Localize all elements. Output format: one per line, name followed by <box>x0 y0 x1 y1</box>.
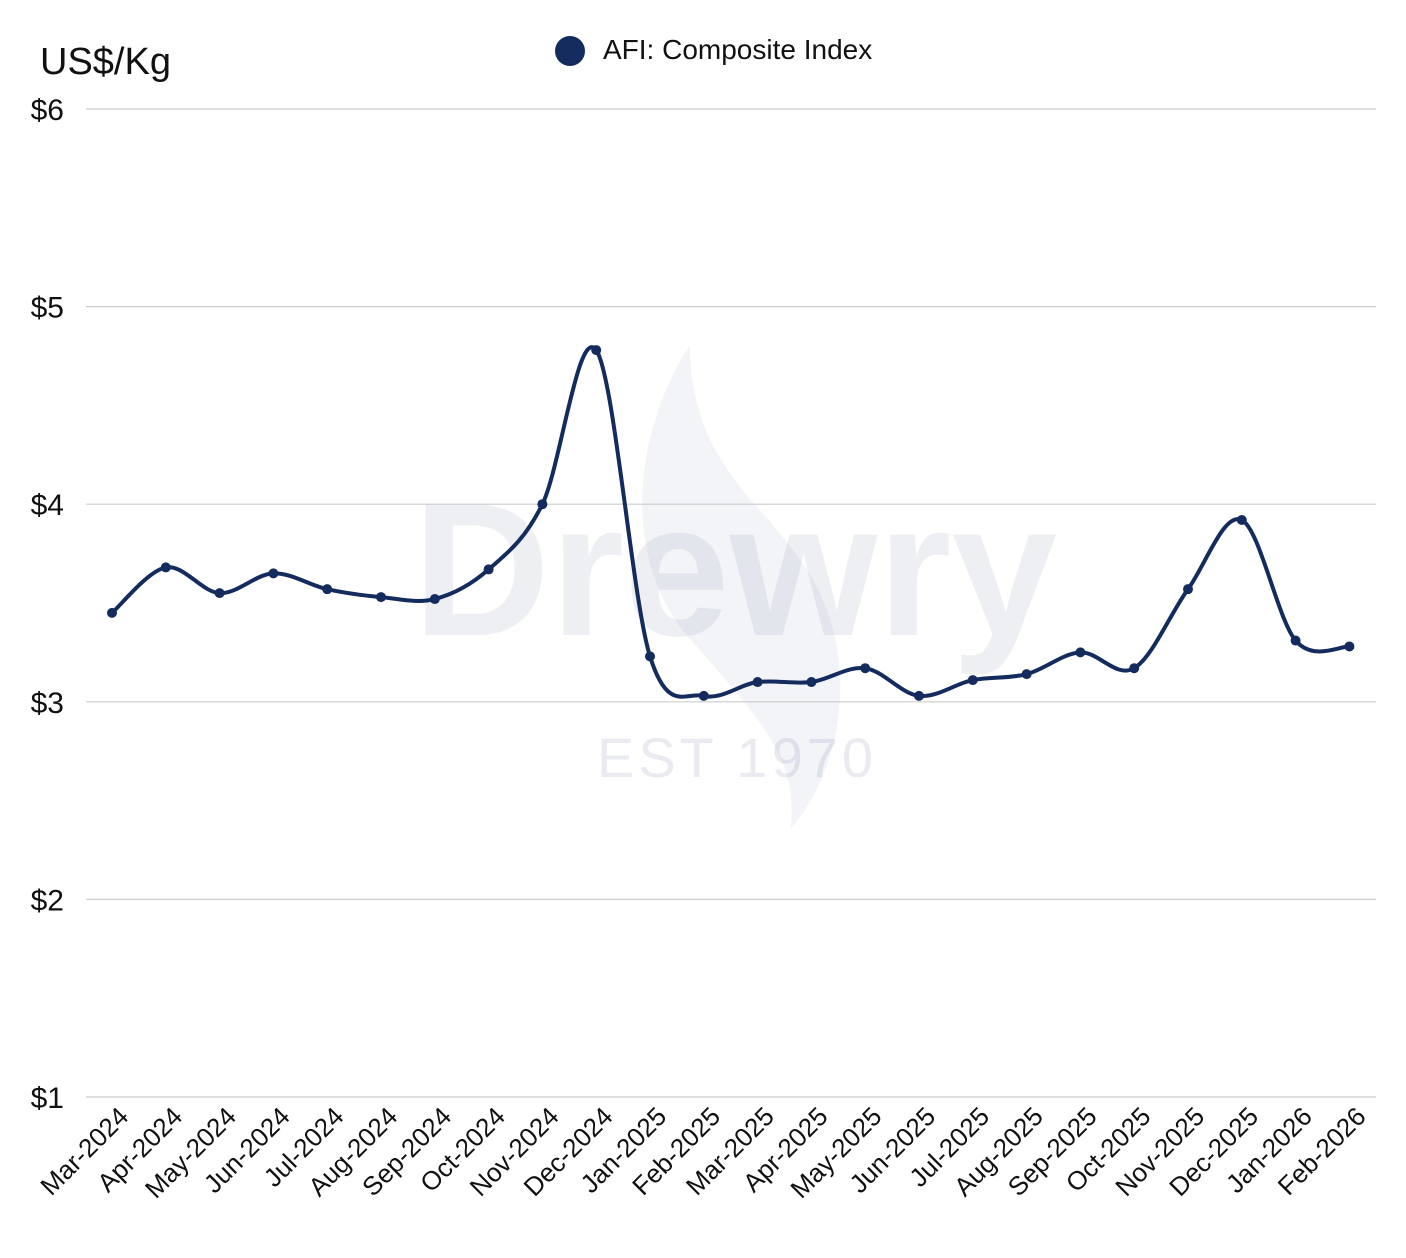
data-point <box>860 663 871 674</box>
data-point <box>1236 515 1247 526</box>
y-axis-unit-label: US$/Kg <box>40 41 171 83</box>
watermark-name: Drewry <box>413 464 1057 676</box>
y-tick-label: $6 <box>31 94 64 127</box>
y-tick-label: $3 <box>31 687 64 720</box>
data-point <box>967 675 978 686</box>
legend-marker-icon <box>555 36 585 66</box>
data-point <box>1290 635 1301 646</box>
y-tick-label: $5 <box>31 292 64 325</box>
gridlines <box>86 108 1376 1098</box>
data-point <box>914 690 924 701</box>
data-point <box>752 677 763 688</box>
data-point <box>645 651 655 662</box>
data-point <box>1021 669 1032 680</box>
watermark-tagline: EST 1970 <box>597 726 877 789</box>
data-point <box>160 562 171 573</box>
x-axis-ticks: Mar-2024Apr-2024May-2024Jun-2024Jul-2024… <box>34 1101 1371 1204</box>
data-point <box>268 568 279 579</box>
data-point <box>1183 584 1193 595</box>
series-group <box>107 345 1355 701</box>
data-point <box>537 499 548 510</box>
watermark-flame-icon <box>642 345 841 830</box>
legend-label: AFI: Composite Index <box>603 34 872 65</box>
y-axis-ticks: $1 $2 $3 $4 $5 $6 <box>31 94 64 1115</box>
data-point <box>1344 641 1355 652</box>
drewry-watermark: Drewry EST 1970 <box>413 345 1057 830</box>
data-point <box>1075 647 1086 658</box>
data-point <box>483 564 494 575</box>
data-point <box>322 584 333 595</box>
y-tick-label: $4 <box>31 489 64 522</box>
y-tick-label: $1 <box>31 1082 64 1115</box>
data-point <box>698 690 709 701</box>
data-point <box>376 592 386 603</box>
legend: AFI: Composite Index <box>555 34 872 66</box>
data-point <box>107 607 117 618</box>
data-point <box>1129 663 1140 674</box>
data-point <box>214 588 225 599</box>
data-point <box>429 594 440 605</box>
data-point <box>591 345 602 356</box>
y-tick-label: $2 <box>31 884 64 917</box>
data-point <box>806 677 817 688</box>
